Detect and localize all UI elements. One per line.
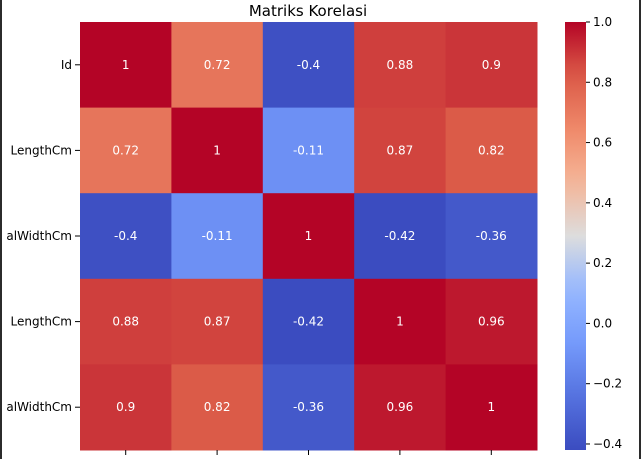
colorbar-tick-label: 0.8: [593, 75, 612, 89]
cell-value-label: 0.87: [204, 315, 231, 329]
heatmap-cell: [354, 364, 447, 451]
left-window-edge: [0, 0, 2, 459]
cell-value-label: 1: [305, 229, 313, 243]
row-labels: Id LengthCm alWidthCm LengthCm alWidthCm: [6, 58, 80, 414]
chart-title: Matriks Korelasi: [249, 2, 367, 20]
heatmap-cell: [80, 364, 172, 451]
colorbar-gradient: [565, 22, 586, 450]
heatmap-cell: [262, 193, 355, 280]
cell-value-label: -0.4: [114, 229, 137, 243]
row-label: alWidthCm: [6, 229, 72, 243]
colorbar-tick-label: 1.0: [593, 15, 612, 29]
colorbar-tick-label: 0.0: [593, 316, 612, 330]
row-label: LengthCm: [11, 143, 72, 157]
heatmap-cell: [262, 364, 355, 451]
heatmap-cell: [445, 364, 538, 451]
colorbar-tick-label: −0.4: [593, 437, 622, 451]
column-ticks: [125, 450, 492, 455]
cell-value-label: 1: [396, 315, 404, 329]
heatmap-cell: [171, 278, 264, 365]
heatmap-cell: [171, 22, 264, 109]
right-window-edge: [639, 0, 641, 459]
cell-value-label: -0.42: [384, 229, 415, 243]
heatmap-cell: [262, 107, 355, 194]
cell-value-label: 0.72: [204, 58, 231, 72]
cell-value-label: 0.96: [387, 400, 414, 414]
cell-value-label: -0.11: [293, 143, 324, 157]
colorbar: 1.0 0.8 0.6 0.4 0.2 0.0 −0.2 −0.4: [565, 15, 622, 451]
colorbar-tick-label: 0.2: [593, 256, 612, 270]
heatmap-cell: [262, 22, 355, 109]
heatmap-cell: [445, 278, 538, 365]
cell-value-label: 1: [487, 400, 495, 414]
cell-value-label: 0.9: [482, 58, 501, 72]
heatmap-cell: [80, 278, 172, 365]
heatmap-cell: [171, 193, 264, 280]
heatmap-cell: [354, 107, 447, 194]
heatmap-cell: [354, 278, 447, 365]
cell-value-label: 0.82: [478, 143, 505, 157]
colorbar-tick-label: 0.4: [593, 196, 612, 210]
heatmap-cell: [445, 193, 538, 280]
heatmap-cell: [80, 107, 172, 194]
heatmap-cells: 1 0.72 -0.4 0.88 0.9 0.72 1 -0.11 0.87 0.82 -0.4 -0…: [80, 22, 538, 451]
heatmap-cell: [80, 22, 172, 109]
cell-value-label: 1: [213, 143, 221, 157]
heatmap-cell: [354, 22, 447, 109]
cell-value-label: 1: [122, 58, 130, 72]
colorbar-tick-label: −0.2: [593, 377, 622, 391]
row-label: Id: [61, 58, 72, 72]
heatmap-cell: [80, 193, 172, 280]
heatmap-cell: [171, 107, 264, 194]
cell-value-label: 0.88: [112, 315, 139, 329]
cell-value-label: -0.4: [297, 58, 320, 72]
cell-value-label: -0.36: [293, 400, 324, 414]
cell-value-label: 0.82: [204, 400, 231, 414]
cell-value-label: -0.42: [293, 315, 324, 329]
cell-value-label: 0.72: [112, 143, 139, 157]
row-label: alWidthCm: [6, 400, 72, 414]
heatmap-cell: [171, 364, 264, 451]
colorbar-tick-label: 0.6: [593, 136, 612, 150]
cell-value-label: 0.96: [478, 315, 505, 329]
heatmap-cell: [445, 107, 538, 194]
cell-value-label: 0.9: [116, 400, 135, 414]
row-label: LengthCm: [11, 315, 72, 329]
cell-value-label: 0.88: [387, 58, 414, 72]
cell-value-label: 0.87: [387, 143, 414, 157]
heatmap-cell: [445, 22, 538, 109]
heatmap-cell: [262, 278, 355, 365]
cell-value-label: -0.36: [476, 229, 507, 243]
heatmap-cell: [354, 193, 447, 280]
cell-value-label: -0.11: [202, 229, 233, 243]
